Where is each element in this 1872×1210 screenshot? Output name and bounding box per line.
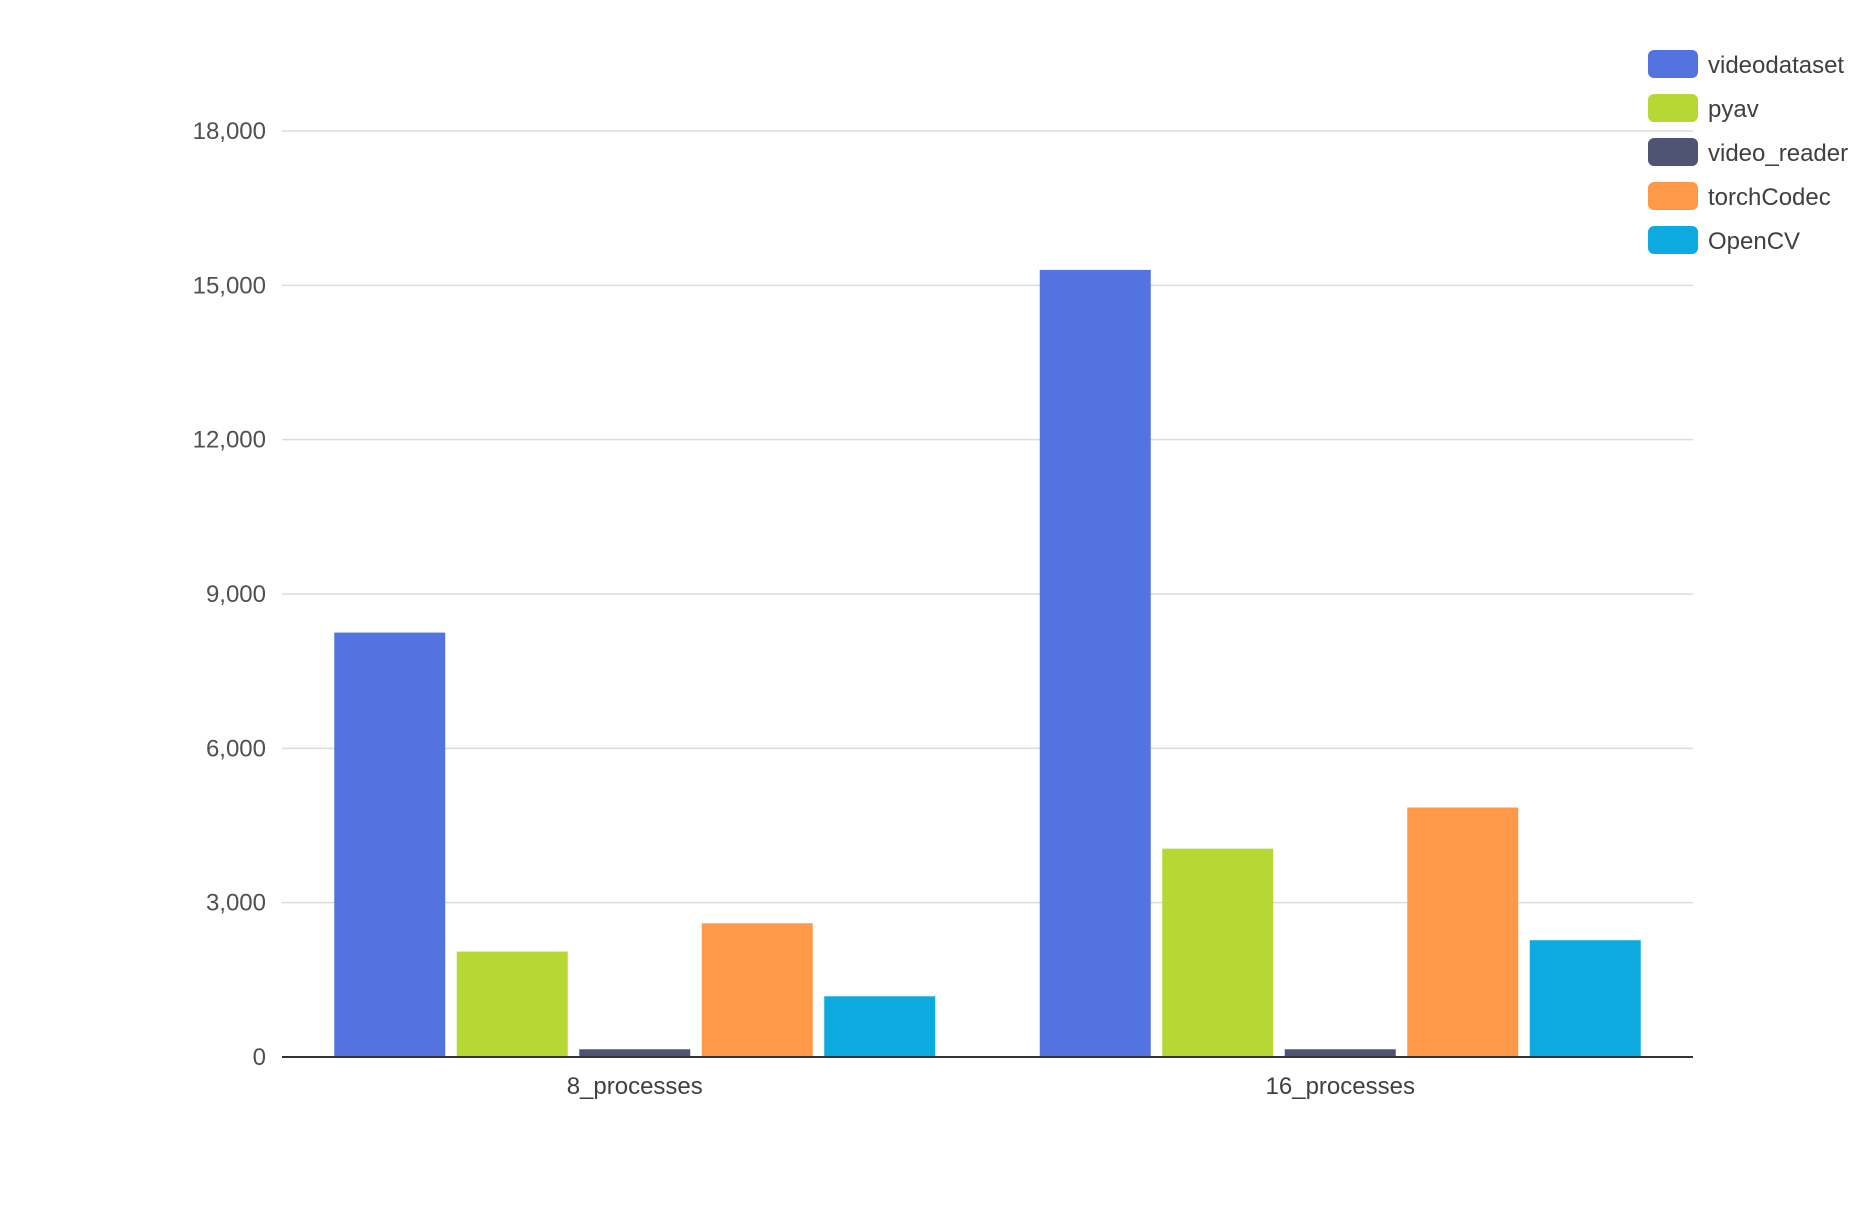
legend-label: video_reader — [1708, 140, 1848, 167]
legend-item-videodataset[interactable]: videodataset — [1648, 50, 1844, 79]
y-tick-label: 12,000 — [193, 427, 266, 454]
y-tick-label: 15,000 — [193, 272, 266, 299]
legend-label: OpenCV — [1708, 228, 1800, 255]
x-axis-category-labels: 8_processes 16_processes — [567, 1073, 1415, 1100]
legend-swatch — [1648, 138, 1698, 166]
bar-OpenCV-8_processes — [824, 996, 936, 1057]
bar-videodataset-8_processes — [334, 632, 446, 1057]
legend-label: pyav — [1708, 96, 1759, 123]
legend: videodataset pyav video_reader torchCodec Op… — [1648, 50, 1848, 255]
y-tick-label: 9,000 — [206, 581, 266, 608]
legend-item-video_reader[interactable]: video_reader — [1648, 138, 1848, 167]
legend-item-pyav[interactable]: pyav — [1648, 94, 1759, 123]
legend-swatch — [1648, 182, 1698, 210]
bar-video_reader-16_processes — [1284, 1049, 1396, 1057]
y-tick-label: 3,000 — [206, 890, 266, 917]
legend-item-torchCodec[interactable]: torchCodec — [1648, 182, 1831, 211]
x-category-label: 8_processes — [567, 1073, 703, 1100]
bar-pyav-16_processes — [1162, 848, 1274, 1057]
bar-videodataset-16_processes — [1039, 269, 1151, 1057]
y-tick-label: 0 — [253, 1044, 266, 1071]
legend-swatch — [1648, 50, 1698, 78]
gridlines — [282, 130, 1693, 904]
bar-pyav-8_processes — [456, 951, 568, 1057]
legend-label: torchCodec — [1708, 184, 1831, 211]
legend-swatch — [1648, 226, 1698, 254]
bar-torchCodec-16_processes — [1407, 807, 1519, 1057]
legend-item-OpenCV[interactable]: OpenCV — [1648, 226, 1800, 255]
legend-label: videodataset — [1708, 52, 1844, 79]
bar-torchCodec-8_processes — [701, 923, 813, 1057]
x-category-label: 16_processes — [1266, 1073, 1415, 1100]
bar-OpenCV-16_processes — [1529, 940, 1641, 1057]
bars — [334, 269, 1641, 1057]
y-tick-label: 18,000 — [193, 118, 266, 145]
legend-swatch — [1648, 94, 1698, 122]
bar-video_reader-8_processes — [579, 1049, 691, 1057]
y-axis-tick-labels: 0 3,000 6,000 9,000 12,000 15,000 18,000 — [193, 118, 266, 1071]
y-tick-label: 6,000 — [206, 735, 266, 762]
